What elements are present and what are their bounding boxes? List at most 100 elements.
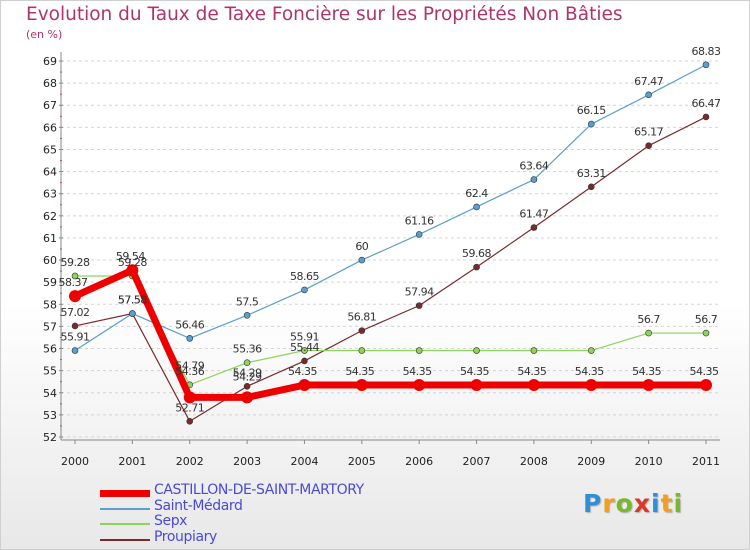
y-tick-label: 64: [43, 166, 57, 179]
data-label: 54.35: [345, 365, 374, 378]
data-label: 62.4: [465, 187, 488, 200]
data-point: [358, 347, 366, 354]
data-point: [243, 359, 251, 366]
y-tick-label: 56: [43, 343, 57, 356]
data-point: [183, 391, 196, 404]
y-tick-label: 61: [43, 232, 57, 245]
x-tick-label: 2008: [520, 455, 548, 468]
data-label: 56.7: [637, 313, 660, 326]
data-point: [587, 120, 595, 128]
data-label: 57.02: [61, 306, 90, 319]
data-point: [71, 322, 79, 330]
data-label: 57.58: [118, 294, 147, 307]
data-point: [126, 264, 139, 277]
data-label: 59.54: [116, 250, 145, 263]
legend-label: Sepx: [154, 513, 188, 529]
data-point: [702, 329, 710, 337]
data-point: [645, 329, 652, 337]
x-tick-label: 2010: [635, 455, 663, 468]
data-label: 59.68: [462, 247, 491, 260]
data-point: [241, 391, 254, 404]
data-label: 57.5: [236, 295, 259, 308]
y-tick-label: 58: [43, 298, 57, 311]
data-label: 66.15: [577, 104, 606, 117]
data-point: [645, 91, 652, 99]
data-point: [415, 302, 423, 309]
y-tick-label: 65: [43, 143, 57, 156]
data-point: [642, 379, 655, 392]
data-label: 54.36: [175, 365, 204, 378]
data-point: [473, 347, 480, 354]
data-label: 57.94: [405, 286, 434, 299]
data-label: 65.17: [634, 126, 663, 139]
data-label: 54.79: [175, 359, 204, 372]
y-tick-label: 67: [43, 99, 57, 112]
y-tick-label: 63: [43, 188, 57, 201]
data-label: 58.65: [290, 270, 319, 283]
data-label: 54.35: [460, 365, 489, 378]
data-label: 57.58: [118, 294, 147, 307]
y-tick-label: 53: [43, 409, 57, 422]
data-point: [530, 224, 538, 231]
x-tick-label: 2006: [405, 455, 433, 468]
data-point: [186, 417, 194, 425]
data-label: 55.44: [290, 341, 319, 354]
series-line-2: [74, 275, 707, 386]
x-tick-label: 2005: [348, 455, 376, 468]
data-point: [473, 203, 480, 211]
logo-letter: x: [633, 489, 651, 518]
data-point: [358, 327, 366, 334]
data-label: 58.37: [59, 276, 88, 289]
data-point: [186, 335, 194, 342]
data-point: [530, 176, 538, 183]
data-label: 55.91: [61, 331, 90, 344]
data-label: 55.91: [290, 331, 319, 344]
data-point: [243, 383, 251, 390]
chart-subtitle: (en %): [26, 28, 63, 41]
data-label: 67.47: [634, 75, 663, 88]
data-label: 52.71: [175, 401, 204, 414]
x-tick-label: 2007: [463, 455, 491, 468]
data-label: 55.36: [233, 343, 262, 356]
data-label: 63.31: [577, 167, 606, 180]
legend-swatch: [100, 538, 150, 541]
y-tick-label: 55: [43, 365, 57, 378]
data-point: [470, 379, 483, 392]
legend-swatch: [100, 507, 150, 510]
data-label: 54.35: [690, 365, 719, 378]
data-point: [71, 272, 79, 280]
data-point: [700, 379, 712, 392]
x-tick-label: 2009: [577, 455, 605, 468]
data-label: 56.7: [695, 313, 718, 326]
series-line-1: [74, 64, 707, 352]
data-label: 54.35: [575, 365, 604, 378]
data-point: [702, 61, 710, 69]
data-label: 54.29: [233, 366, 262, 379]
legend-swatch: [100, 523, 150, 525]
data-point: [243, 312, 251, 319]
data-label: 66.47: [692, 97, 721, 110]
y-tick-label: 62: [43, 210, 57, 223]
proxiti-logo: Proxiti: [583, 489, 683, 518]
logo-letter: i: [651, 489, 661, 518]
x-tick-label: 2001: [118, 455, 146, 468]
data-label: 54.29: [233, 370, 262, 383]
data-label: 63.64: [519, 160, 548, 173]
series-line-0: [71, 266, 710, 401]
x-tick-label: 2002: [176, 455, 204, 468]
data-label: 61.47: [519, 208, 548, 221]
data-label: 54.35: [403, 365, 432, 378]
data-point: [301, 347, 308, 354]
logo-letter: o: [615, 489, 634, 518]
data-point: [587, 347, 595, 354]
series-line-3: [74, 116, 707, 422]
data-point: [473, 263, 480, 271]
y-tick-label: 52: [43, 431, 57, 444]
data-point: [415, 347, 423, 354]
data-label: 54.35: [632, 365, 661, 378]
data-point: [358, 256, 366, 264]
logo-letter: t: [660, 489, 674, 518]
data-point: [527, 379, 540, 392]
chart-title: Evolution du Taux de Taxe Foncière sur l…: [26, 4, 623, 25]
